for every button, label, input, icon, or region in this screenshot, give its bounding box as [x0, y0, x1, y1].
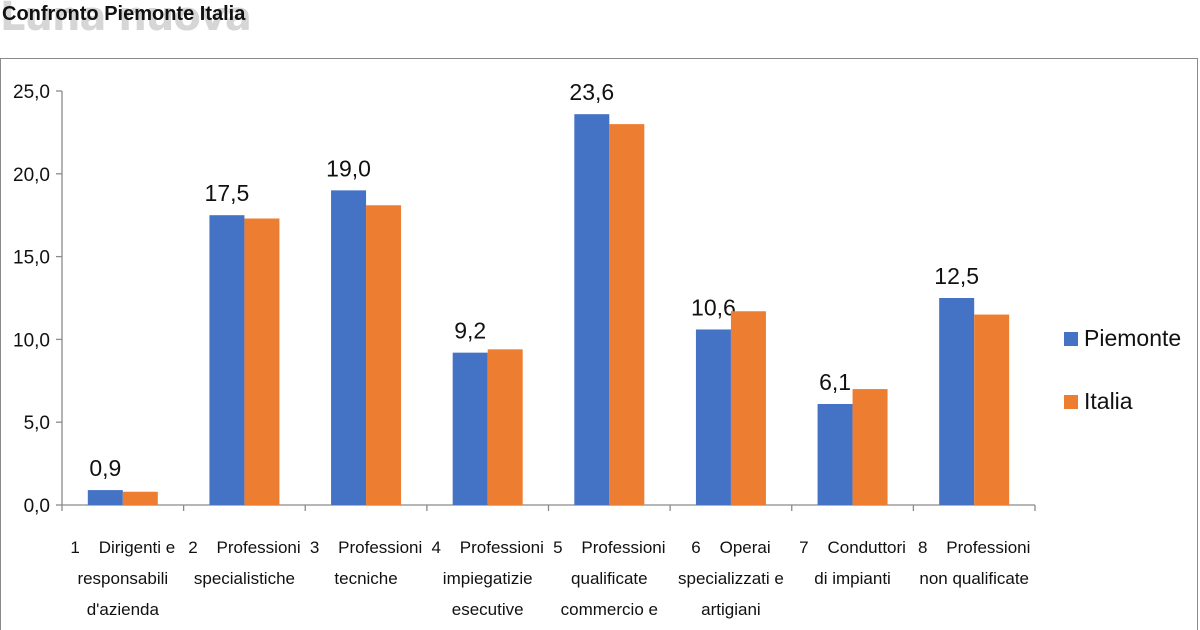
bar-piemonte-1 [87, 490, 123, 505]
category-label-2: 2 Professioni [188, 538, 300, 557]
y-tick-label: 25,0 [13, 82, 50, 103]
category-label-1: responsabili [77, 569, 168, 588]
bar-piemonte-3 [331, 190, 367, 506]
data-label-piemonte-1: 0,9 [89, 455, 121, 481]
category-label-5: commercio e [561, 600, 658, 619]
bar-italia-6 [730, 311, 766, 505]
data-label-piemonte-4: 9,2 [454, 318, 486, 344]
category-label-5: 5 Professioni [553, 538, 665, 557]
page-title: Confronto Piemonte Italia [2, 3, 246, 25]
bar-italia-8 [974, 314, 1010, 505]
data-label-piemonte-7: 6,1 [819, 369, 851, 395]
y-tick-label: 20,0 [13, 165, 50, 186]
bar-piemonte-7 [817, 403, 853, 505]
category-label-3: tecniche [334, 569, 397, 588]
data-label-piemonte-8: 12,5 [934, 263, 979, 289]
legend-swatch-italia [1064, 395, 1078, 409]
bar-italia-1 [122, 491, 158, 505]
data-label-piemonte-5: 23,6 [569, 79, 614, 105]
category-label-7: 7 Conduttori [799, 538, 906, 557]
legend-swatch-piemonte [1064, 332, 1078, 346]
bar-italia-7 [852, 389, 888, 505]
category-label-4: 4 Professioni [431, 538, 543, 557]
y-tick-label: 0,0 [24, 496, 50, 517]
category-label-8: 8 Professioni [918, 538, 1030, 557]
legend-label-italia: Italia [1084, 388, 1133, 414]
data-label-piemonte-6: 10,6 [691, 294, 736, 320]
category-label-6: 6 Operai [691, 538, 770, 557]
bar-piemonte-6 [695, 329, 731, 505]
category-label-3: 3 Professioni [310, 538, 422, 557]
data-label-piemonte-3: 19,0 [326, 155, 371, 181]
bar-piemonte-5 [574, 114, 610, 506]
watermark: Luna nuova [0, 0, 252, 40]
category-label-4: impiegatizie [443, 569, 533, 588]
bar-piemonte-2 [209, 215, 245, 505]
y-tick-label: 10,0 [13, 330, 50, 351]
category-label-5: qualificate [571, 569, 648, 588]
data-label-piemonte-2: 17,5 [205, 180, 250, 206]
category-label-2: specialistiche [194, 569, 295, 588]
legend-label-piemonte: Piemonte [1084, 325, 1182, 351]
bar-italia-5 [609, 124, 645, 506]
bar-italia-4 [487, 349, 523, 505]
category-label-1: 1 Dirigenti e [70, 538, 175, 557]
category-label-4: esecutive [452, 600, 524, 619]
category-label-6: artigiani [701, 600, 761, 619]
chart-frame [0, 58, 1198, 630]
bar-piemonte-8 [939, 298, 975, 505]
y-tick-label: 5,0 [24, 413, 50, 434]
category-label-6: specializzati e [678, 569, 784, 588]
bar-italia-3 [366, 205, 402, 506]
category-label-1: d'azienda [87, 600, 160, 619]
bar-italia-2 [244, 218, 280, 505]
category-label-8: non qualificate [919, 569, 1029, 588]
category-label-7: di impianti [814, 569, 891, 588]
y-tick-label: 15,0 [13, 248, 50, 269]
bar-piemonte-4 [452, 352, 488, 505]
